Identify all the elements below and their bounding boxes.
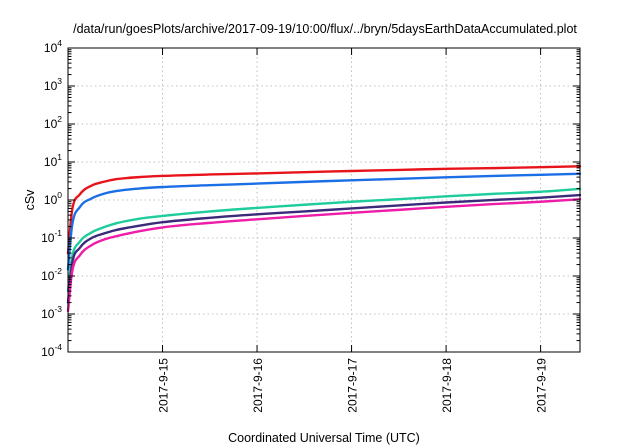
x-tick-label: 2017-9-18 — [440, 358, 454, 413]
y-axis-tick-labels: 10-4 10-3 10-2 10-1 100 101 102 103 104 — [41, 38, 62, 359]
y-tick-label: 101 — [44, 152, 62, 169]
series-line-5 — [66, 197, 582, 313]
y-tick-label: 10-1 — [41, 228, 62, 245]
y-tick-label: 100 — [44, 190, 62, 207]
y-axis-label: cSv — [23, 189, 37, 211]
chart-title: /data/run/goesPlots/archive/2017-09-19/1… — [73, 22, 577, 36]
x-tick-label: 2017-9-16 — [251, 358, 265, 413]
series-line-4 — [66, 193, 582, 304]
y-tick-label: 102 — [44, 114, 62, 131]
y-tick-label: 104 — [44, 38, 62, 55]
y-tick-label: 103 — [44, 76, 62, 93]
y-tick-label: 10-3 — [41, 304, 62, 321]
y-tick-label: 10-2 — [41, 266, 62, 283]
x-axis-tick-labels: 2017-9-15 2017-9-16 2017-9-17 2017-9-18 2017… — [157, 358, 549, 413]
series-line-2 — [66, 172, 582, 271]
x-tick-label: 2017-9-17 — [346, 358, 360, 413]
x-tick-label: 2017-9-15 — [157, 358, 171, 413]
x-axis-label: Coordinated Universal Time (UTC) — [228, 431, 420, 445]
axis-ticks — [68, 47, 580, 353]
x-tick-label: 2017-9-19 — [535, 358, 549, 413]
series-line-1 — [66, 165, 582, 255]
y-tick-label: 10-4 — [41, 342, 62, 359]
series-line-3 — [66, 187, 582, 293]
series-group — [66, 165, 582, 313]
gridlines — [68, 48, 580, 352]
